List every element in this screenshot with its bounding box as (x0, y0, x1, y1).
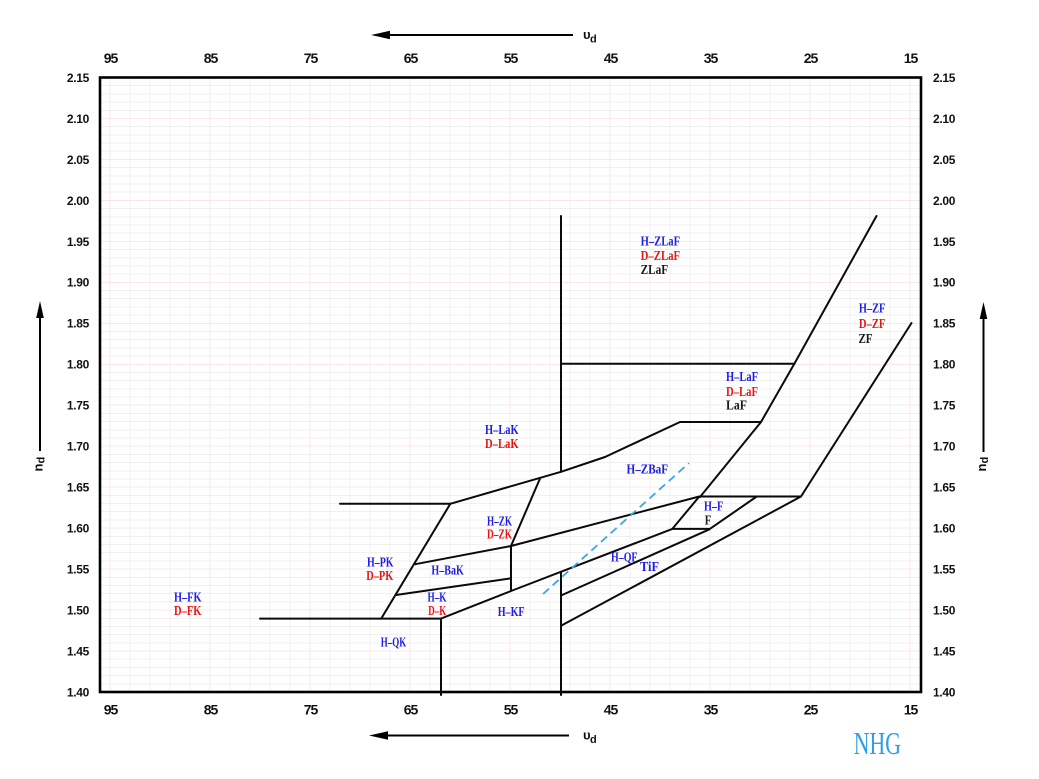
svg-text:2.05: 2.05 (67, 153, 90, 167)
svg-text:1.90: 1.90 (933, 276, 956, 290)
svg-text:45: 45 (604, 702, 619, 718)
svg-text:95: 95 (104, 702, 119, 718)
svg-text:1.50: 1.50 (67, 604, 90, 618)
svg-text:1.95: 1.95 (933, 235, 956, 249)
svg-text:H–QF: H–QF (611, 551, 638, 566)
svg-text:H–LaK: H–LaK (485, 423, 519, 438)
svg-text:D–FK: D–FK (174, 604, 202, 619)
svg-text:nd: nd (31, 457, 48, 472)
svg-text:95: 95 (104, 50, 119, 66)
svg-text:D–LaF: D–LaF (726, 385, 758, 400)
svg-text:1.70: 1.70 (67, 440, 90, 454)
svg-text:1.75: 1.75 (67, 399, 90, 413)
svg-text:1.40: 1.40 (67, 685, 90, 699)
svg-text:1.40: 1.40 (933, 685, 956, 699)
svg-text:1.70: 1.70 (933, 440, 956, 454)
svg-text:55: 55 (504, 50, 519, 66)
svg-text:2.15: 2.15 (933, 71, 956, 85)
svg-text:1.85: 1.85 (67, 317, 90, 331)
svg-text:NHG: NHG (854, 725, 901, 761)
svg-text:D–LaK: D–LaK (485, 437, 519, 452)
svg-text:35: 35 (704, 50, 719, 66)
svg-text:d: d (590, 734, 597, 746)
svg-text:d: d (590, 34, 597, 46)
svg-text:H–KF: H–KF (498, 605, 525, 620)
svg-text:1.95: 1.95 (67, 235, 90, 249)
svg-text:H–F: H–F (704, 500, 723, 515)
svg-text:75: 75 (304, 50, 319, 66)
svg-text:1.50: 1.50 (933, 604, 956, 618)
svg-text:85: 85 (204, 702, 219, 718)
svg-text:85: 85 (204, 50, 219, 66)
svg-text:15: 15 (904, 702, 919, 718)
svg-text:H–K: H–K (428, 590, 447, 605)
svg-text:35: 35 (704, 702, 719, 718)
svg-text:υ: υ (583, 728, 591, 743)
svg-text:1.85: 1.85 (933, 317, 956, 331)
svg-text:1.65: 1.65 (67, 481, 90, 495)
svg-text:2.00: 2.00 (933, 194, 956, 208)
svg-text:1.60: 1.60 (67, 522, 90, 536)
svg-text:υ: υ (583, 27, 591, 42)
svg-text:2.10: 2.10 (933, 112, 956, 126)
svg-text:2.05: 2.05 (933, 153, 956, 167)
svg-text:75: 75 (304, 702, 319, 718)
svg-text:TiF: TiF (640, 560, 659, 575)
svg-text:H–BaK: H–BaK (431, 563, 463, 578)
svg-text:65: 65 (404, 50, 419, 66)
svg-text:65: 65 (404, 702, 419, 718)
svg-text:55: 55 (504, 702, 519, 718)
svg-text:2.00: 2.00 (67, 194, 90, 208)
svg-text:45: 45 (604, 50, 619, 66)
svg-text:1.80: 1.80 (933, 358, 956, 372)
svg-text:H–ZLaF: H–ZLaF (641, 235, 681, 250)
svg-text:H–FK: H–FK (174, 591, 202, 606)
svg-text:25: 25 (804, 50, 819, 66)
svg-text:1.75: 1.75 (933, 399, 956, 413)
svg-text:1.45: 1.45 (933, 644, 956, 658)
svg-text:ZLaF: ZLaF (641, 263, 669, 278)
svg-text:1.90: 1.90 (67, 276, 90, 290)
svg-text:D–K: D–K (428, 604, 446, 619)
svg-text:1.65: 1.65 (933, 481, 956, 495)
svg-text:2.10: 2.10 (67, 112, 90, 126)
svg-text:D–PK: D–PK (366, 569, 393, 584)
svg-text:H–LaF: H–LaF (726, 370, 758, 385)
svg-text:1.45: 1.45 (67, 644, 90, 658)
svg-text:25: 25 (804, 702, 819, 718)
svg-text:H–ZBaF: H–ZBaF (627, 463, 669, 478)
svg-text:1.55: 1.55 (67, 563, 90, 577)
svg-text:2.15: 2.15 (67, 71, 90, 85)
svg-text:ZF: ZF (859, 332, 873, 347)
svg-text:H–ZF: H–ZF (859, 302, 886, 317)
svg-text:H–ZK: H–ZK (487, 515, 512, 530)
svg-text:D–ZK: D–ZK (487, 527, 512, 542)
svg-text:H–QK: H–QK (381, 636, 406, 651)
svg-text:nd: nd (974, 457, 991, 472)
svg-text:D–ZLaF: D–ZLaF (641, 249, 681, 264)
svg-text:1.80: 1.80 (67, 358, 90, 372)
svg-text:15: 15 (904, 50, 919, 66)
svg-text:H–PK: H–PK (367, 556, 394, 571)
svg-text:1.55: 1.55 (933, 563, 956, 577)
svg-text:D–ZF: D–ZF (859, 317, 886, 332)
svg-text:1.60: 1.60 (933, 522, 956, 536)
svg-text:F: F (705, 514, 712, 529)
svg-text:LaF: LaF (726, 399, 747, 414)
